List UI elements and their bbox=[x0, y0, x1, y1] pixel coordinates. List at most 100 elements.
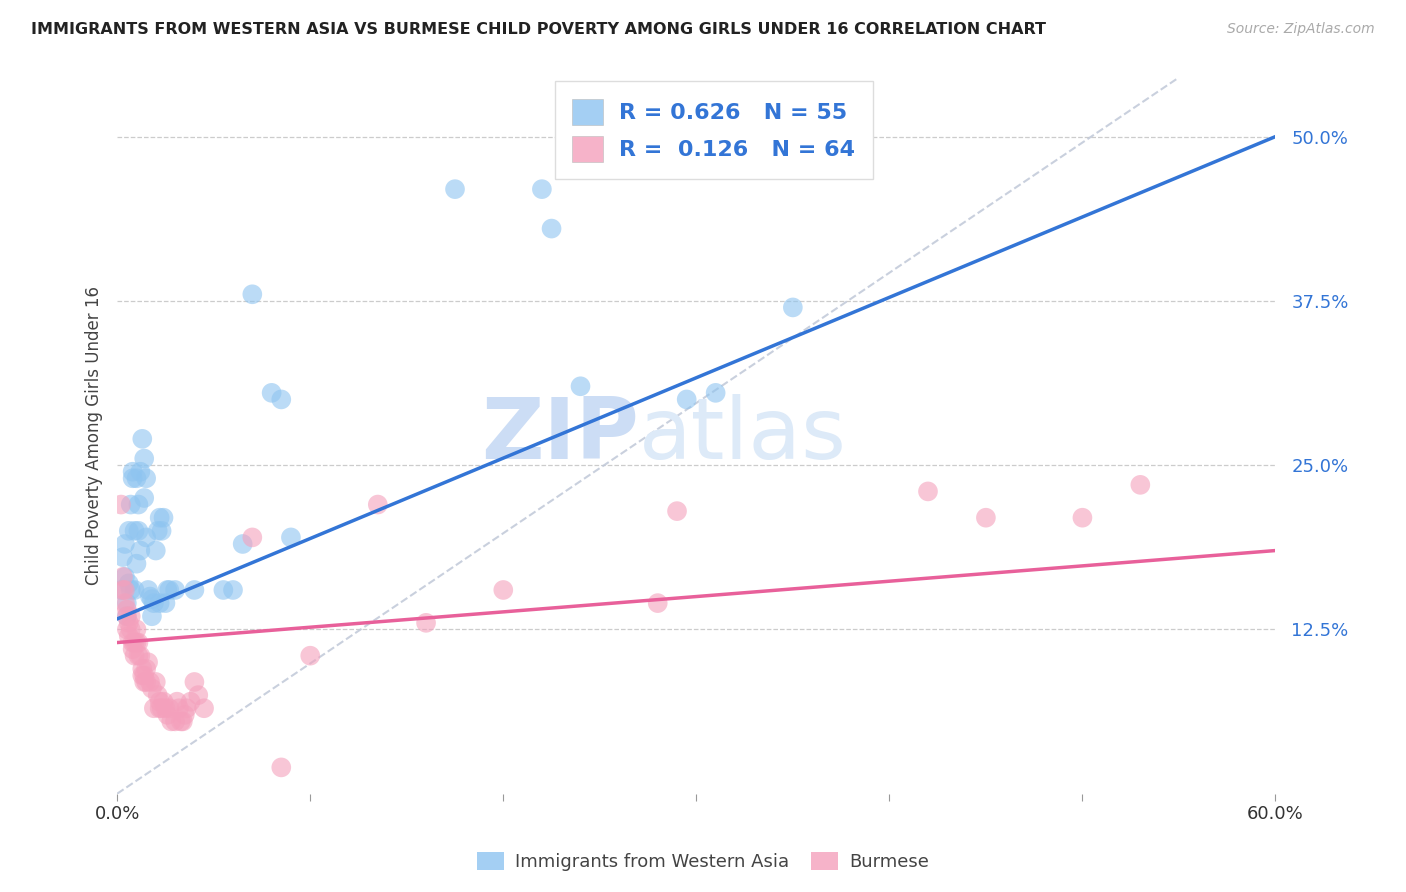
Point bbox=[111, 570, 134, 584]
Point bbox=[141, 592, 163, 607]
Point bbox=[125, 557, 148, 571]
Point bbox=[270, 392, 292, 407]
Point bbox=[127, 498, 149, 512]
Point bbox=[146, 688, 169, 702]
Point bbox=[1129, 478, 1152, 492]
Point bbox=[124, 635, 146, 649]
Point bbox=[115, 609, 138, 624]
Point bbox=[114, 537, 136, 551]
Point bbox=[150, 701, 173, 715]
Point bbox=[120, 498, 142, 512]
Point bbox=[157, 701, 180, 715]
Point bbox=[120, 582, 142, 597]
Point bbox=[156, 582, 179, 597]
Point bbox=[157, 582, 180, 597]
Point bbox=[120, 609, 142, 624]
Point bbox=[111, 582, 134, 597]
Text: atlas: atlas bbox=[638, 394, 846, 477]
Point bbox=[183, 675, 205, 690]
Point bbox=[124, 524, 146, 538]
Y-axis label: Child Poverty Among Girls Under 16: Child Poverty Among Girls Under 16 bbox=[86, 286, 103, 585]
Point bbox=[141, 609, 163, 624]
Text: ZIP: ZIP bbox=[481, 394, 638, 477]
Point bbox=[183, 582, 205, 597]
Point bbox=[121, 471, 143, 485]
Point bbox=[135, 471, 157, 485]
Point bbox=[167, 701, 190, 715]
Point bbox=[121, 642, 143, 657]
Text: Source: ZipAtlas.com: Source: ZipAtlas.com bbox=[1227, 22, 1375, 37]
Point bbox=[127, 635, 149, 649]
Point bbox=[240, 287, 263, 301]
Point bbox=[124, 648, 146, 663]
Point bbox=[125, 471, 148, 485]
Point bbox=[145, 675, 167, 690]
Point bbox=[569, 379, 592, 393]
Point bbox=[115, 596, 138, 610]
Point bbox=[149, 695, 172, 709]
Point bbox=[115, 603, 138, 617]
Point bbox=[917, 484, 939, 499]
Point bbox=[155, 701, 177, 715]
Point bbox=[212, 582, 235, 597]
Point bbox=[121, 465, 143, 479]
Point bbox=[149, 596, 172, 610]
Point bbox=[165, 582, 187, 597]
Point bbox=[540, 221, 562, 235]
Point bbox=[166, 695, 188, 709]
Point bbox=[118, 524, 141, 538]
Point bbox=[152, 510, 174, 524]
Point bbox=[129, 543, 152, 558]
Point bbox=[142, 596, 165, 610]
Point bbox=[152, 695, 174, 709]
Point bbox=[165, 714, 187, 729]
Point bbox=[127, 524, 149, 538]
Point bbox=[155, 596, 177, 610]
Point bbox=[782, 301, 804, 315]
Point bbox=[156, 707, 179, 722]
Point bbox=[114, 596, 136, 610]
Point bbox=[666, 504, 689, 518]
Point bbox=[299, 648, 322, 663]
Point bbox=[149, 701, 172, 715]
Point bbox=[136, 655, 159, 669]
Point bbox=[134, 491, 156, 505]
Point bbox=[675, 392, 697, 407]
Point bbox=[121, 635, 143, 649]
Point bbox=[145, 543, 167, 558]
Point bbox=[115, 623, 138, 637]
Point bbox=[135, 662, 157, 676]
Point bbox=[172, 714, 194, 729]
Point bbox=[232, 537, 254, 551]
Point bbox=[141, 681, 163, 696]
Point bbox=[139, 590, 162, 604]
Point bbox=[118, 615, 141, 630]
Point bbox=[136, 582, 159, 597]
Point bbox=[142, 701, 165, 715]
Point bbox=[280, 530, 302, 544]
Point bbox=[367, 498, 389, 512]
Point bbox=[270, 760, 292, 774]
Point bbox=[118, 576, 141, 591]
Point bbox=[173, 707, 195, 722]
Point bbox=[131, 668, 153, 682]
Legend: R = 0.626   N = 55, R =  0.126   N = 64: R = 0.626 N = 55, R = 0.126 N = 64 bbox=[554, 81, 873, 179]
Point bbox=[222, 582, 245, 597]
Point bbox=[176, 701, 198, 715]
Point bbox=[135, 530, 157, 544]
Point bbox=[114, 582, 136, 597]
Point bbox=[120, 623, 142, 637]
Point bbox=[139, 675, 162, 690]
Point bbox=[530, 182, 553, 196]
Text: IMMIGRANTS FROM WESTERN ASIA VS BURMESE CHILD POVERTY AMONG GIRLS UNDER 16 CORRE: IMMIGRANTS FROM WESTERN ASIA VS BURMESE … bbox=[31, 22, 1046, 37]
Point bbox=[115, 609, 138, 624]
Point bbox=[129, 648, 152, 663]
Point bbox=[111, 550, 134, 565]
Point bbox=[647, 596, 669, 610]
Point bbox=[146, 524, 169, 538]
Point bbox=[492, 582, 515, 597]
Point bbox=[704, 385, 727, 400]
Point bbox=[110, 498, 132, 512]
Point bbox=[170, 714, 193, 729]
Point bbox=[260, 385, 283, 400]
